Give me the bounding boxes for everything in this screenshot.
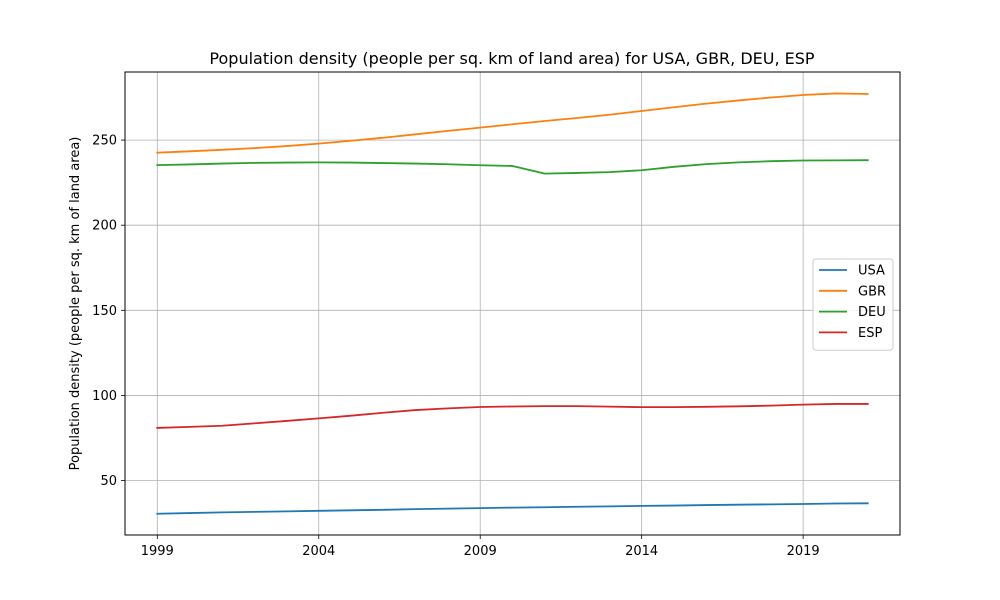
- legend-label-deu: DEU: [858, 305, 886, 320]
- y-tick-label: 200: [92, 219, 117, 234]
- legend: USA GBR DEU ESP: [812, 258, 894, 351]
- x-tick-label: 2009: [464, 544, 497, 559]
- series-line-usa: [156, 502, 869, 515]
- legend-label-esp: ESP: [858, 326, 882, 341]
- series-lines: [156, 92, 869, 515]
- plot-frame: [124, 71, 901, 536]
- x-tick-label: 2014: [625, 544, 658, 559]
- y-tick-label: 100: [92, 389, 117, 404]
- x-tick-label: 1999: [141, 544, 174, 559]
- series-line-gbr: [156, 92, 869, 154]
- y-axis-label: Population density (people per sq. km of…: [68, 137, 83, 471]
- series-line-esp: [156, 403, 869, 429]
- x-tick-label: 2019: [787, 544, 820, 559]
- legend-label-usa: USA: [858, 264, 885, 279]
- axis-ticks: 1999 2004 2009 2014 2019 50 100 150 200 250: [92, 134, 820, 559]
- x-tick-label: 2004: [302, 544, 335, 559]
- legend-label-gbr: GBR: [858, 284, 886, 299]
- y-tick-label: 150: [92, 304, 117, 319]
- y-tick-label: 250: [92, 134, 117, 149]
- series-line-deu: [156, 159, 869, 175]
- grid: [125, 72, 900, 535]
- chart-title: Population density (people per sq. km of…: [209, 49, 814, 68]
- legend-box: [812, 258, 894, 351]
- y-tick-label: 50: [100, 474, 117, 489]
